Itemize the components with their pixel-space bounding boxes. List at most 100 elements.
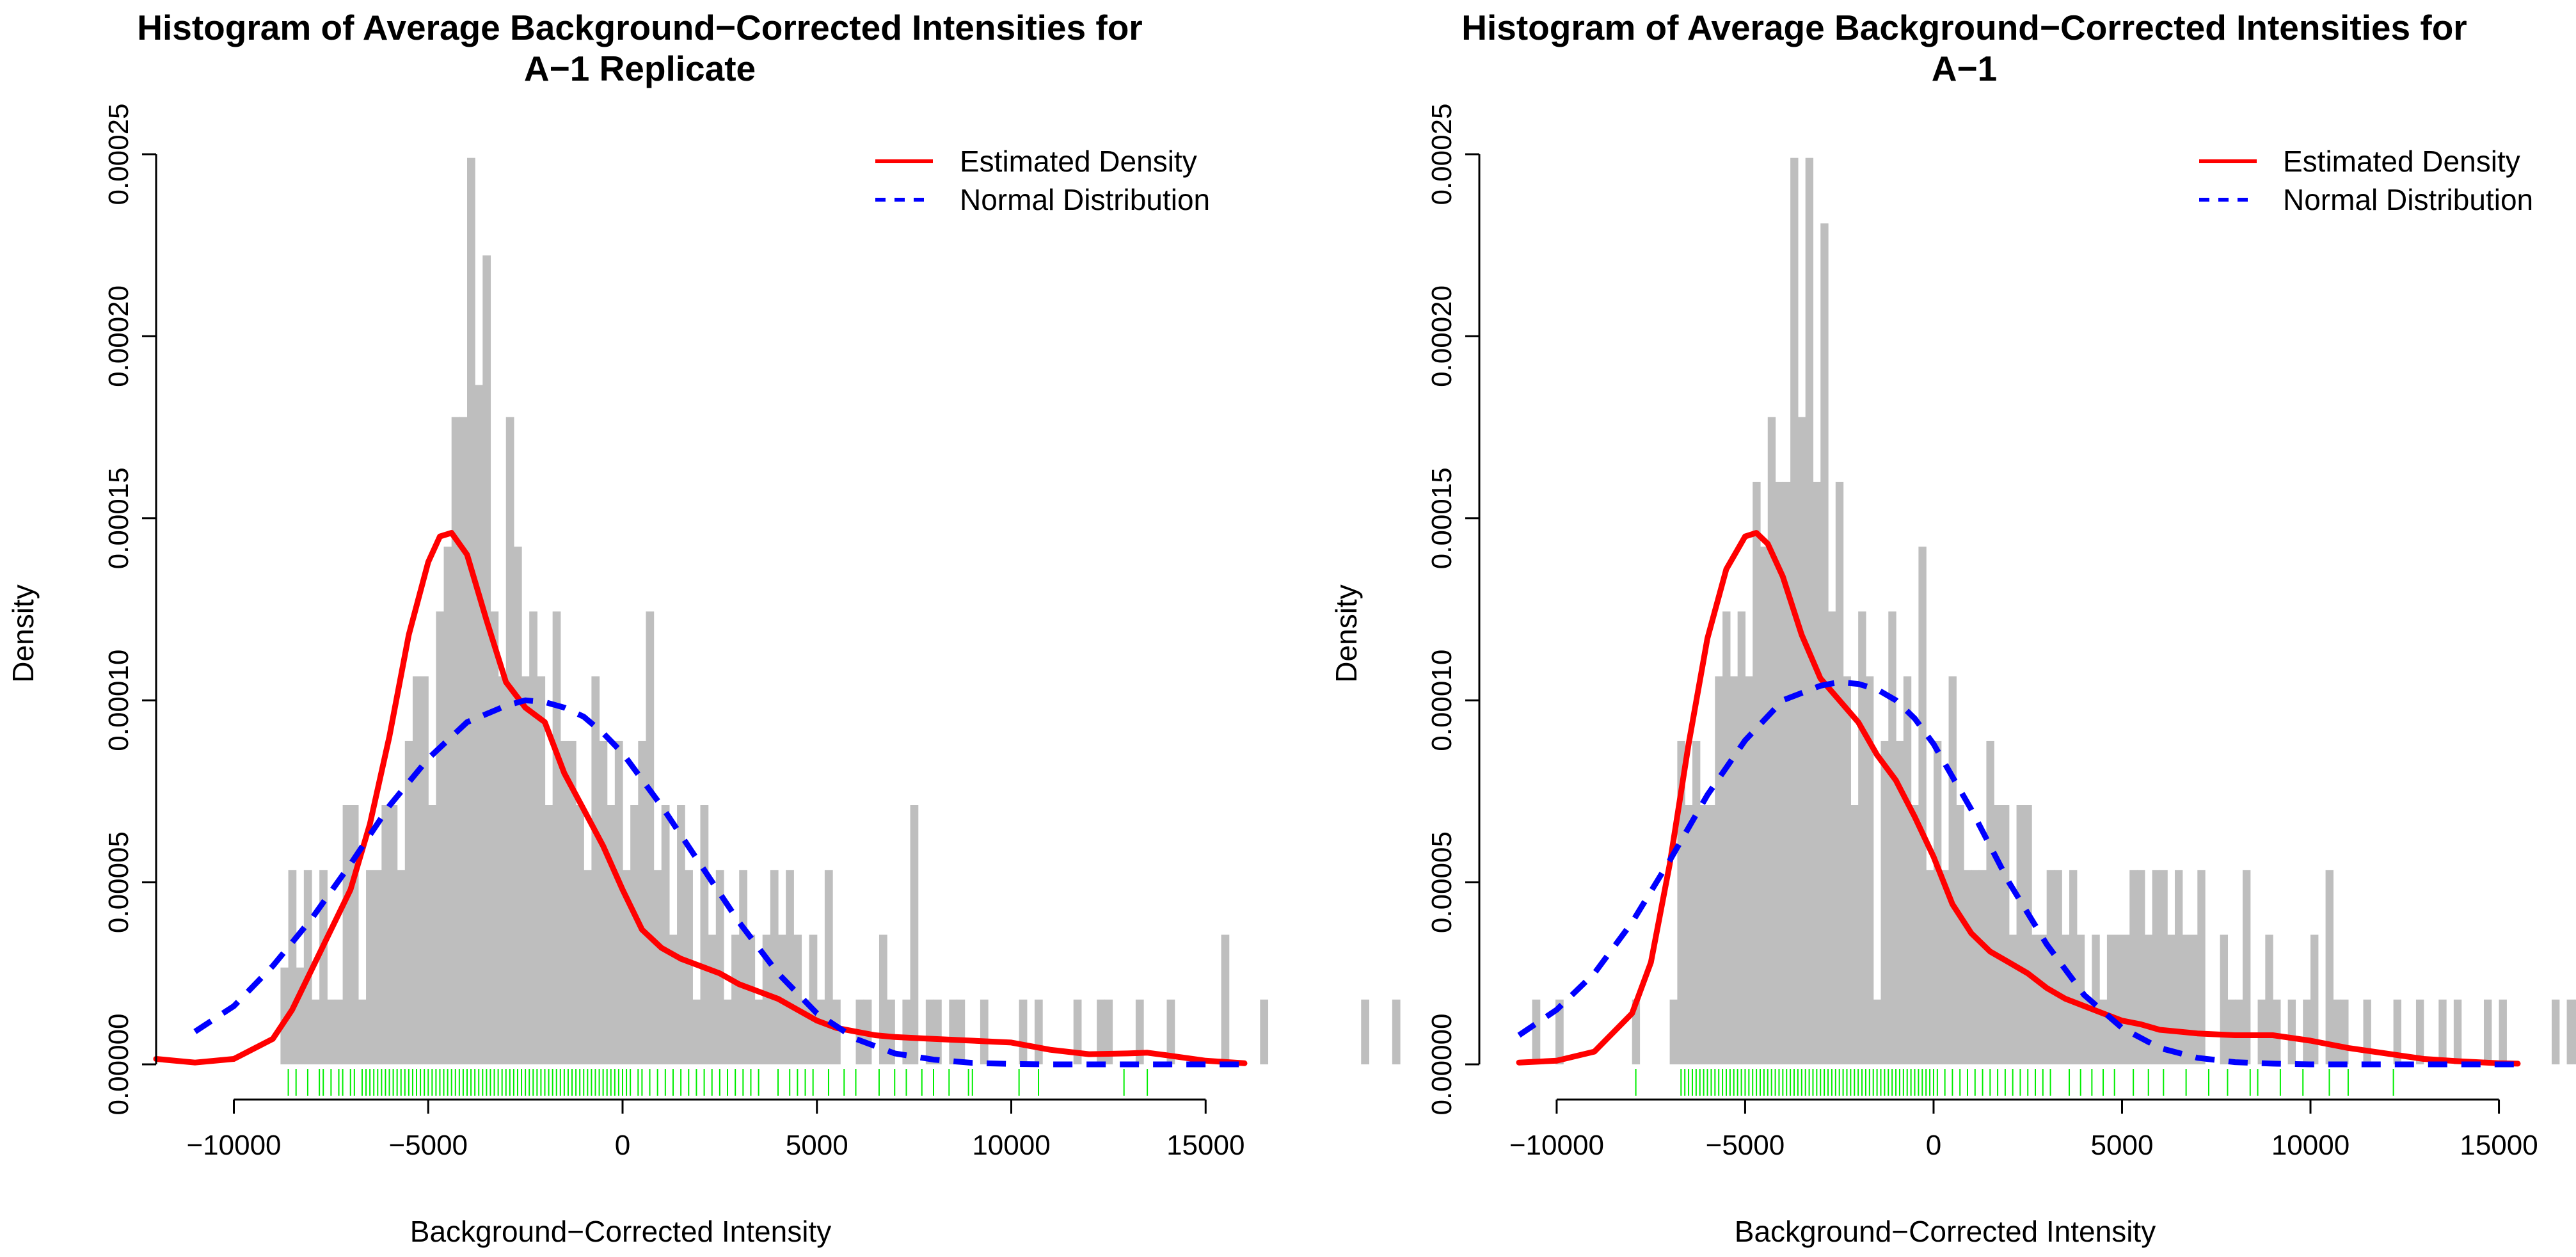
histogram-bar <box>1692 741 1701 1064</box>
x-tick-label: −5000 <box>388 1130 468 1161</box>
histogram-bar <box>1745 676 1753 1064</box>
histogram-bar <box>1699 805 1708 1064</box>
histogram-bar <box>2566 999 2575 1064</box>
histogram-bar <box>1926 870 1934 1064</box>
histogram-bar <box>381 805 390 1064</box>
histogram-bar <box>809 934 818 1064</box>
histogram-bar <box>335 999 344 1064</box>
histogram-bar <box>459 417 468 1064</box>
normal-distribution-curve <box>193 697 1244 1068</box>
normal-distribution-line <box>1517 679 2518 1068</box>
histogram-bar <box>2001 805 2010 1064</box>
histogram-bar <box>607 805 616 1064</box>
histogram-bar <box>747 934 756 1064</box>
histogram-bar <box>2242 870 2251 1064</box>
normal-distribution-curve <box>1517 679 2518 1068</box>
x-tick-label: 5000 <box>2091 1130 2154 1161</box>
histogram-bar <box>2099 999 2108 1064</box>
histogram-bar <box>374 870 382 1064</box>
histogram-bar <box>1104 999 1113 1064</box>
histogram-bar <box>2046 870 2055 1064</box>
histogram-bar <box>1918 547 1927 1064</box>
histogram-bar <box>2483 999 2492 1064</box>
y-axis-label: Density <box>1330 584 1363 682</box>
histogram-bar <box>2129 870 2138 1064</box>
x-tick-label: 15000 <box>1166 1130 1244 1161</box>
histogram-bar <box>1797 417 1806 1064</box>
histogram-bar <box>2069 870 2078 1064</box>
histogram-bar <box>980 999 989 1064</box>
histogram-bar <box>1753 481 1761 1064</box>
histogram-bar <box>2393 999 2401 1064</box>
y-axis: 0.00000 0.00005 0.00010 0.00015 0.00020 0.000… <box>103 103 157 1116</box>
histogram-bars <box>1632 157 2576 1065</box>
histogram-bar <box>303 870 312 1064</box>
estimated-density-curve <box>1516 530 2521 1067</box>
histogram-bar <box>801 999 810 1064</box>
histogram-bar <box>1941 870 1950 1064</box>
histogram-bar <box>1097 999 1105 1064</box>
legend-label-estimated-density: Estimated Density <box>960 145 1197 178</box>
histogram-bar <box>816 999 825 1064</box>
histogram-bar <box>653 870 662 1064</box>
histogram-bar <box>482 255 491 1064</box>
histogram-bar <box>2024 805 2032 1064</box>
histogram-bar <box>1971 870 1980 1064</box>
histogram-bar <box>1783 481 1791 1064</box>
histogram-bar <box>412 676 421 1064</box>
histogram-bar <box>428 805 436 1064</box>
histogram-bar <box>1865 676 1874 1064</box>
histogram-bar <box>545 805 553 1064</box>
histogram-bar <box>1911 805 1919 1064</box>
histogram-bar <box>2076 934 2085 1064</box>
y-axis: 0.00000 0.00005 0.00010 0.00015 0.00020 0.000… <box>1426 103 1481 1116</box>
histogram-bar <box>1813 481 1821 1064</box>
histogram-bar <box>2137 870 2145 1064</box>
histogram-bar <box>623 870 631 1064</box>
histogram-bar <box>1221 934 1230 1064</box>
x-tick-label: 10000 <box>972 1130 1050 1161</box>
histogram-bar <box>692 999 701 1064</box>
histogram-bar <box>1729 676 1738 1064</box>
histogram-bar <box>2235 999 2243 1064</box>
estimated-density-curve <box>153 530 1248 1066</box>
histogram-bar <box>1835 481 1844 1064</box>
histogram-bar <box>1722 611 1731 1064</box>
histogram-bar <box>576 805 584 1064</box>
histogram-bar <box>1903 676 1912 1064</box>
histogram-bar <box>1555 999 1564 1064</box>
histogram-bar <box>2257 999 2266 1064</box>
histogram-bar <box>2552 999 2560 1064</box>
histogram-bar <box>1135 999 1144 1064</box>
histogram-bar <box>1994 805 2002 1064</box>
y-axis-label: Density <box>6 584 40 682</box>
y-tick-label: 0.00020 <box>1426 285 1458 387</box>
histogram-bar <box>2159 870 2168 1064</box>
histogram-bar <box>2438 999 2447 1064</box>
y-tick-label: 0.00025 <box>1426 103 1458 205</box>
y-tick-label: 0.00010 <box>1426 650 1458 751</box>
y-tick-label: 0.00000 <box>1426 1013 1458 1115</box>
histogram-bar <box>879 934 887 1064</box>
histogram-bar <box>1707 805 1715 1064</box>
histogram-bar <box>467 157 475 1065</box>
chart-title-line2: A−1 <box>1932 49 1997 88</box>
histogram-bar <box>404 741 413 1064</box>
histogram-bar <box>389 805 398 1064</box>
histogram-bar <box>2265 934 2273 1064</box>
histogram-bar <box>498 676 507 1064</box>
histogram-bar <box>342 805 351 1064</box>
histogram-bar <box>1880 741 1889 1064</box>
histogram-bar <box>2574 999 2576 1064</box>
histogram-bar <box>1858 611 1866 1064</box>
histogram-bar <box>443 547 452 1064</box>
histogram-bar <box>513 547 522 1064</box>
histogram-bar <box>2167 934 2175 1064</box>
histogram-bar <box>2333 999 2341 1064</box>
chart-title-line2: A−1 Replicate <box>524 49 756 88</box>
chart-panel-right: Histogram of Average Background−Correcte… <box>1330 8 2576 1248</box>
histogram-bar <box>1850 805 1859 1064</box>
x-tick-label: 5000 <box>786 1130 848 1161</box>
